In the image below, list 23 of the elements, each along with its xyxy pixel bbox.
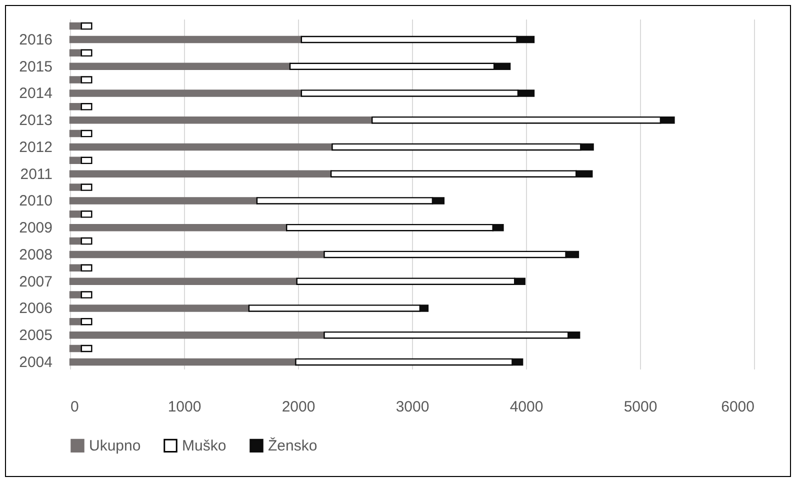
y-tick-label: 2014 bbox=[19, 85, 52, 102]
y-tick-label: 2015 bbox=[19, 58, 52, 76]
x-tick-label: 0 bbox=[70, 398, 79, 416]
x-tick-label: 2000 bbox=[282, 398, 316, 416]
y-tick-label: 2006 bbox=[19, 300, 52, 318]
x-tick-label: 6000 bbox=[721, 398, 754, 416]
legend-label: Žensko bbox=[268, 436, 318, 455]
y-tick-label: 2016 bbox=[19, 31, 52, 48]
y-tick-label: 2005 bbox=[19, 327, 52, 344]
y-tick-label: 2011 bbox=[20, 166, 52, 183]
x-tick-label: 1000 bbox=[168, 398, 202, 416]
y-tick-label: 2008 bbox=[19, 246, 52, 264]
x-tick-label: 3000 bbox=[396, 398, 430, 416]
x-tick-label: 4000 bbox=[510, 398, 544, 416]
legend-label: Muško bbox=[182, 438, 226, 455]
y-tick-label: 2007 bbox=[19, 273, 52, 290]
y-tick-label: 2010 bbox=[19, 192, 52, 210]
y-tick-label: 2009 bbox=[19, 220, 52, 237]
y-tick-label: 2013 bbox=[19, 112, 52, 130]
legend-label: Ukupno bbox=[89, 438, 141, 455]
x-tick-label: 5000 bbox=[624, 398, 658, 416]
y-tick-label: 2004 bbox=[19, 354, 52, 371]
y-tick-label: 2012 bbox=[19, 138, 52, 156]
